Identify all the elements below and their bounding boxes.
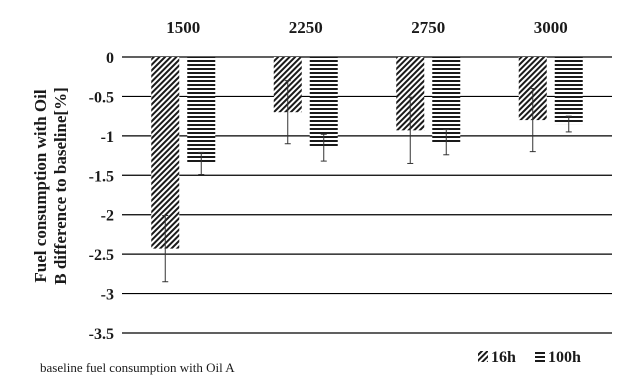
bar <box>554 57 583 125</box>
category-labels: 1500 2250 2750 3000 <box>166 18 568 37</box>
y-tick-label: -2.5 <box>89 247 114 264</box>
y-axis-title: Fuel consumption with Oil B difference t… <box>31 87 70 285</box>
category-label: 1500 <box>166 18 200 37</box>
bars <box>151 57 583 283</box>
y-tick-label: -1 <box>101 129 114 146</box>
legend-swatch-100h <box>535 351 545 362</box>
y-tick-label: -2 <box>101 208 114 225</box>
footnote: baseline fuel consumption with Oil A <box>40 360 235 375</box>
legend: 16h 100h <box>478 349 581 366</box>
category-label: 2750 <box>411 18 445 37</box>
y-tick-labels: 0 -0.5 -1 -1.5 -2 -2.5 -3 -3.5 <box>89 50 114 343</box>
legend-label-100h: 100h <box>548 349 581 366</box>
bar <box>187 57 216 164</box>
category-label: 3000 <box>534 18 568 37</box>
y-axis-title-line2: B difference to baseline[%] <box>51 87 70 285</box>
y-tick-label: -0.5 <box>89 89 114 106</box>
y-tick-label: -1.5 <box>89 168 114 185</box>
y-axis-title-line1: Fuel consumption with Oil <box>31 89 50 282</box>
legend-label-16h: 16h <box>491 349 516 366</box>
category-label: 2250 <box>289 18 323 37</box>
y-tick-label: -3.5 <box>89 326 114 343</box>
bar <box>432 57 461 143</box>
y-tick-label: -3 <box>101 287 114 304</box>
y-tick-label: 0 <box>106 50 114 67</box>
bar <box>309 57 338 148</box>
legend-swatch-16h <box>478 351 488 362</box>
